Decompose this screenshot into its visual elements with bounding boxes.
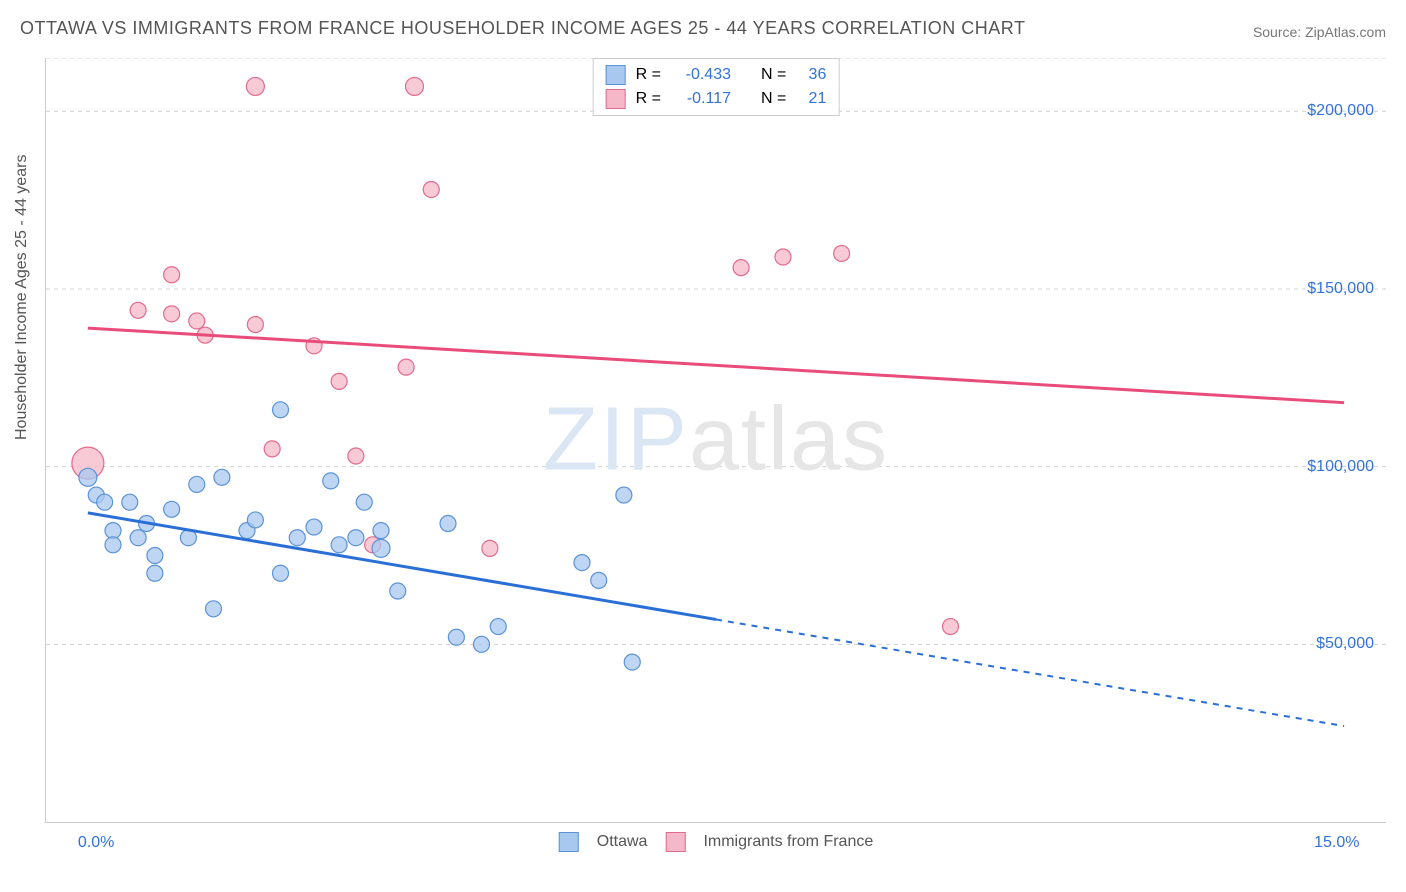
y-tick-label: $50,000 [1316,635,1374,653]
y-tick-label: $100,000 [1307,458,1374,476]
swatch-blue-icon [606,65,626,85]
stats-row-pink: R = -0.117 N = 21 [606,87,827,111]
n-label: N = [761,66,786,84]
r-value-pink: -0.117 [671,90,731,108]
chart-title: OTTAWA VS IMMIGRANTS FROM FRANCE HOUSEHO… [20,18,1025,39]
swatch-pink-icon [665,832,685,852]
y-tick-label: $150,000 [1307,280,1374,298]
n-value-blue: 36 [796,66,826,84]
plot-area: ZIPatlas R = -0.433 N = 36 R = -0.117 N … [45,58,1386,823]
series-legend: Ottawa Immigrants from France [559,832,874,852]
source-label: Source: ZipAtlas.com [1253,24,1386,40]
swatch-blue-icon [559,832,579,852]
x-tick-label-left: 0.0% [78,834,114,852]
stats-row-blue: R = -0.433 N = 36 [606,63,827,87]
r-label: R = [636,66,661,84]
y-tick-label: $200,000 [1307,102,1374,120]
swatch-pink-icon [606,89,626,109]
legend-label-pink: Immigrants from France [703,833,873,851]
x-tick-label-right: 15.0% [1314,834,1359,852]
n-value-pink: 21 [796,90,826,108]
r-label: R = [636,90,661,108]
correlation-stats-legend: R = -0.433 N = 36 R = -0.117 N = 21 [593,58,840,116]
scatter-chart-svg [46,58,1386,822]
r-value-blue: -0.433 [671,66,731,84]
n-label: N = [761,90,786,108]
y-axis-label: Householder Income Ages 25 - 44 years [13,155,31,441]
legend-label-blue: Ottawa [597,833,648,851]
